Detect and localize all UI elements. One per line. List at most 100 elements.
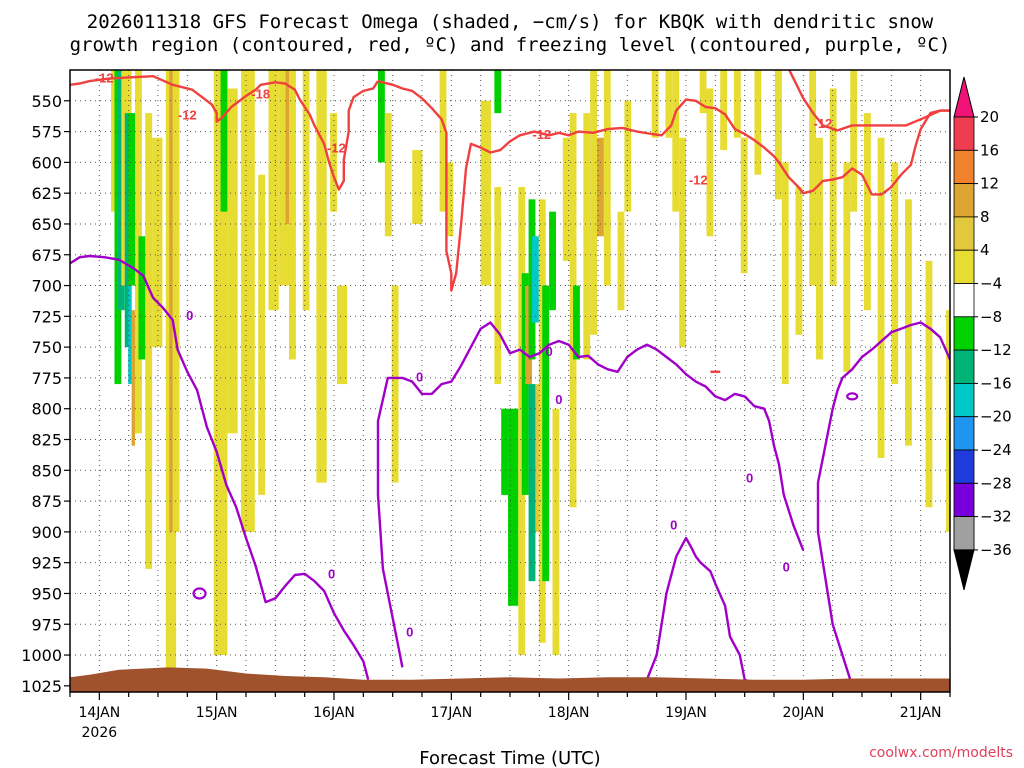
omega-cell-78 [863, 113, 871, 311]
ground-fill [70, 667, 950, 692]
omega-cell-30 [384, 113, 392, 237]
omega-cell-26 [316, 70, 327, 483]
colorbar-bottom-triangle [953, 549, 975, 591]
freezing-contour-left [70, 254, 370, 681]
y-tick-label-775: 775 [31, 369, 62, 388]
freezing-contour-right [636, 536, 755, 685]
freezing-label-4: 0 [406, 625, 413, 640]
freezing-label-8: 0 [746, 471, 753, 486]
freezing-contour-mid [376, 321, 805, 668]
omega-cell-72 [795, 187, 803, 335]
omega-cell-61 [665, 70, 673, 138]
omega-cell-36 [494, 70, 502, 114]
freezing-label-5: 0 [545, 344, 552, 359]
colorbar-swatch-10 [953, 449, 975, 484]
colorbar-label-1: 16 [980, 141, 999, 159]
colorbar-label-4: 4 [980, 241, 990, 259]
y-tick-label-650: 650 [31, 215, 62, 234]
omega-cell-34 [446, 162, 454, 237]
dgz-label-6: -12 [689, 173, 708, 188]
omega-cell-51 [562, 137, 570, 261]
y-tick-label-875: 875 [31, 492, 62, 511]
y-tick-label-1000: 1000 [21, 646, 62, 665]
omega-cell-45 [532, 236, 539, 323]
omega-cell-28 [336, 285, 348, 385]
x-tick-label-1: 15JAN [196, 705, 238, 721]
colorbar-label-3: 8 [980, 208, 990, 226]
contours: -12 -12 -18 -12 -12 -12 -12 0 0 0 0 0 0 0 0 0 [70, 70, 950, 687]
omega-cell-31 [391, 285, 399, 483]
y-tick-label-725: 725 [31, 307, 62, 326]
site-credit[interactable]: coolwx.com/modelts [869, 745, 1013, 761]
colorbar-swatch-4 [953, 249, 975, 284]
omega-cell-39 [508, 408, 519, 606]
omega-cell-20 [258, 174, 266, 495]
y-tick-label-800: 800 [31, 400, 62, 419]
omega-cell-60 [651, 70, 659, 138]
colorbar: 20 16 12 8 4 −4 −8 −12 −16 −20 −24 −28 −32 −36 [953, 76, 1012, 591]
x-tick-label-0: 14JAN [78, 705, 120, 721]
colorbar-label-7: −12 [980, 341, 1012, 359]
omega-cell-38 [501, 408, 509, 495]
omega-cell-47 [538, 199, 546, 643]
omega-cell-49 [549, 211, 556, 311]
omega-cell-37 [494, 187, 502, 385]
omega-cell-15 [172, 70, 180, 532]
omega-cell-33 [439, 70, 447, 212]
omega-cell-19 [241, 70, 255, 532]
omega-cell-82 [925, 260, 933, 508]
freezing-label-6: 0 [555, 392, 562, 407]
y-tick-label-850: 850 [31, 461, 62, 480]
colorbar-swatch-5 [953, 283, 975, 318]
y-tick-label-750: 750 [31, 338, 62, 357]
colorbar-swatch-6 [953, 316, 975, 351]
dgz-label-4: -12 [327, 141, 346, 156]
omega-cell-40 [518, 187, 526, 656]
y-tick-label-975: 975 [31, 615, 62, 634]
colorbar-label-10: −24 [980, 441, 1012, 459]
x-tick-label-6: 20JAN [782, 705, 824, 721]
omega-cell-41 [521, 273, 529, 495]
omega-cell-54 [583, 113, 591, 360]
omega-cell-18 [227, 88, 238, 434]
omega-cell-57 [603, 70, 611, 286]
omega-cell-44 [528, 384, 536, 582]
y-tick-label-1025: 1025 [21, 677, 62, 696]
colorbar-swatch-1 [953, 149, 975, 185]
omega-cell-63 [679, 137, 686, 348]
omega-cell-27 [330, 113, 337, 212]
omega-cell-75 [829, 88, 837, 286]
x-tick-year-label: 2026 [82, 725, 118, 741]
omega-cell-73 [809, 70, 817, 286]
omega-cell-62 [672, 70, 680, 212]
colorbar-label-5: −4 [980, 275, 1002, 293]
colorbar-swatch-7 [953, 349, 975, 384]
omega-cell-16 [213, 70, 228, 656]
grid-lines [69, 70, 951, 692]
omega-cell-8 [128, 113, 136, 286]
colorbar-label-8: −16 [980, 374, 1012, 392]
freezing-label-2: 0 [328, 567, 335, 582]
colorbar-swatch-0 [953, 116, 975, 151]
x-tick-label-7: 21JAN [900, 705, 942, 721]
omega-cell-74 [816, 137, 823, 360]
x-axis: 14JAN 2026 15JAN 16JAN 17JAN 18JAN 19JAN 20JAN 2… [69, 692, 951, 741]
omega-cell-71 [781, 162, 789, 385]
omega-cell-55 [590, 70, 598, 335]
y-tick-label-700: 700 [31, 277, 62, 296]
omega-cell-56 [597, 137, 604, 237]
colorbar-swatch-2 [953, 183, 975, 218]
omega-cell-24 [289, 70, 296, 360]
colorbar-swatch-3 [953, 216, 975, 251]
x-tick-label-4: 18JAN [548, 705, 590, 721]
omega-cell-58 [617, 211, 625, 311]
omega-cell-65 [706, 88, 714, 237]
y-axis: 550 575 600 625 650 675 700 725 750 775 800 825 850 8… [21, 92, 70, 696]
colorbar-top-triangle [953, 76, 975, 118]
omega-cell-7 [131, 310, 136, 446]
omega-cell-70 [774, 70, 782, 200]
colorbar-label-13: −36 [980, 541, 1012, 559]
y-tick-label-575: 575 [31, 123, 62, 142]
colorbar-label-9: −20 [980, 408, 1012, 426]
omega-cell-79 [877, 137, 885, 458]
